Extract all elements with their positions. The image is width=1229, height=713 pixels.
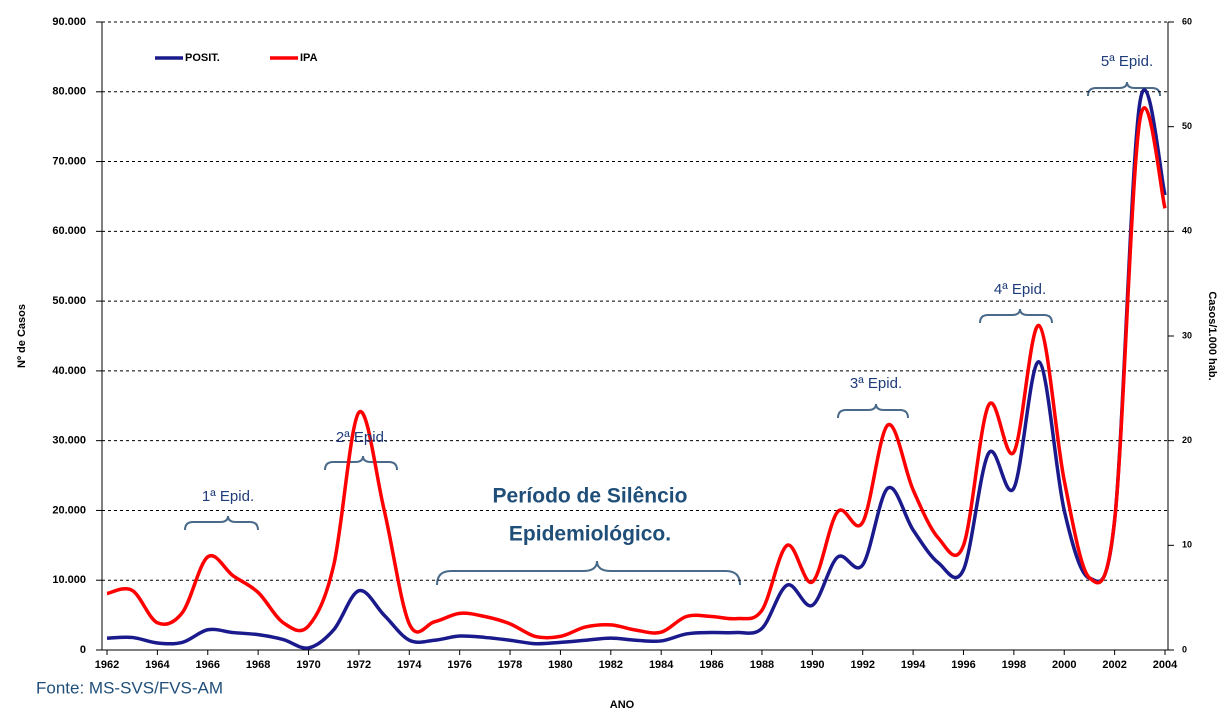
legend-label: POSIT. [185,52,220,64]
x-tick-label: 1964 [145,659,170,671]
y2-tick-label: 20 [1182,435,1192,445]
x-tick-label: 1980 [548,659,572,671]
annotation: 4ª Epid. [994,281,1046,298]
y2-tick-label: 60 [1182,16,1192,26]
annotation: Epidemiológico. [509,523,671,546]
x-tick-label: 1978 [498,659,522,671]
brace [324,455,398,471]
y-tick-label: 50.000 [52,295,86,307]
brace [184,515,259,531]
x-tick-label: 1996 [951,659,975,671]
x-tick-label: 2004 [1153,659,1178,671]
x-tick-label: 1994 [901,659,926,671]
x-tick-label: 1972 [347,659,371,671]
source: Fonte: MS-SVS/FVS-AM [36,678,223,697]
x-tick-label: 1992 [850,659,874,671]
series-line [106,88,1167,650]
x-tick-label: 1962 [95,659,119,671]
x-tick-label: 1990 [800,659,824,671]
y-tick-label: 70.000 [52,155,86,167]
y-tick-label: 40.000 [52,365,86,377]
brace [436,560,741,586]
y-axis-title: Nº de Casos [16,304,28,368]
y-tick-label: 60.000 [52,225,86,237]
x-tick-label: 1966 [196,659,220,671]
y-tick-label: 80.000 [52,86,86,98]
legend-label: IPA [300,52,318,64]
x-tick-label: 2002 [1102,659,1126,671]
series-line [106,106,1167,640]
x-tick-label: 1988 [750,659,774,671]
brace [837,403,909,419]
x-tick-label: 1984 [649,659,674,671]
x-tick-label: 1982 [599,659,623,671]
x-tick-label: 1998 [1002,659,1026,671]
brace [1087,81,1161,97]
x-tick-label: 1974 [397,659,422,671]
y-tick-label: 30.000 [52,435,86,447]
y2-tick-label: 40 [1182,226,1192,236]
annotation: 3ª Epid. [850,375,902,392]
y2-tick-label: 0 [1182,644,1187,654]
y2-tick-label: 30 [1182,330,1192,340]
x-tick-label: 1986 [699,659,723,671]
y-tick-label: 0 [80,644,86,656]
annotation: 5ª Epid. [1101,53,1153,70]
x-tick-label: 2000 [1052,659,1076,671]
x-tick-label: 1976 [447,659,471,671]
annotation: 1ª Epid. [202,488,254,505]
x-tick-label: 1968 [246,659,270,671]
x-axis-title: ANO [610,699,635,711]
annotation: 2ª Epid. [336,429,388,446]
y-tick-label: 10.000 [52,574,86,586]
y2-axis-title: Casos/1.000 hab. [1206,291,1218,380]
x-tick-label: 1970 [296,659,320,671]
y-tick-label: 90.000 [52,16,86,28]
y2-tick-label: 50 [1182,121,1192,131]
annotation: Período de Silêncio [493,485,688,508]
y-tick-label: 20.000 [52,504,86,516]
y2-tick-label: 10 [1182,540,1192,550]
brace [979,308,1053,324]
